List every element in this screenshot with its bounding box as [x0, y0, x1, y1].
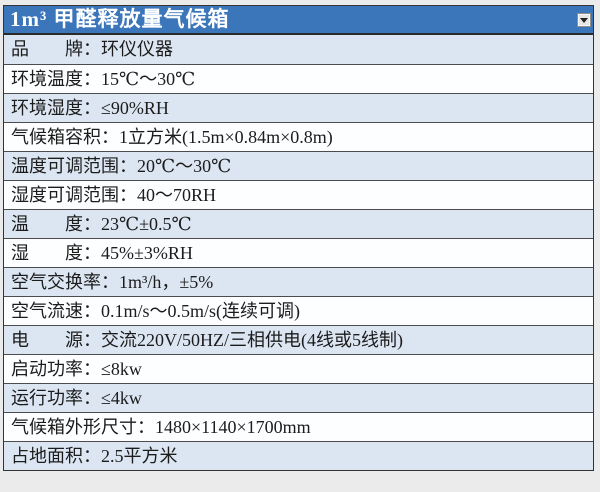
- table-row: 启动功率：≤8kw: [4, 354, 593, 383]
- table-row: 电 源：交流220V/50HZ/三相供电(4线或5线制): [4, 325, 593, 354]
- table-row: 气候箱容积：1立方米(1.5m×0.84m×0.8m): [4, 122, 593, 151]
- chevron-down-icon: [580, 17, 588, 23]
- table-rows: 品 牌：环仪仪器 环境温度：15℃～30℃ 环境湿度：≤90%RH 气候箱容积：1立方…: [4, 35, 593, 470]
- table-row: 品 牌：环仪仪器: [4, 35, 593, 64]
- table-row: 空气流速：0.1m/s～0.5m/s(连续可调): [4, 296, 593, 325]
- spec-table: 1m³ 甲醛释放量气候箱 品 牌：环仪仪器 环境温度：15℃～30℃ 环境湿度：≤9…: [3, 5, 594, 471]
- table-row: 环境温度：15℃～30℃: [4, 64, 593, 93]
- table-header: 1m³ 甲醛释放量气候箱: [4, 6, 593, 35]
- filter-dropdown-button[interactable]: [577, 13, 591, 27]
- table-row: 运行功率：≤4kw: [4, 383, 593, 412]
- table-row: 占地面积：2.5平方米: [4, 441, 593, 470]
- table-row: 温 度：23℃±0.5℃: [4, 209, 593, 238]
- table-row: 湿度可调范围：40～70RH: [4, 180, 593, 209]
- table-row: 气候箱外形尺寸：1480×1140×1700mm: [4, 412, 593, 441]
- page-title: 1m³ 甲醛释放量气候箱: [10, 7, 230, 31]
- table-row: 空气交换率：1m³/h，±5%: [4, 267, 593, 296]
- table-row: 温度可调范围：20℃～30℃: [4, 151, 593, 180]
- table-row: 环境湿度：≤90%RH: [4, 93, 593, 122]
- table-row: 湿 度：45%±3%RH: [4, 238, 593, 267]
